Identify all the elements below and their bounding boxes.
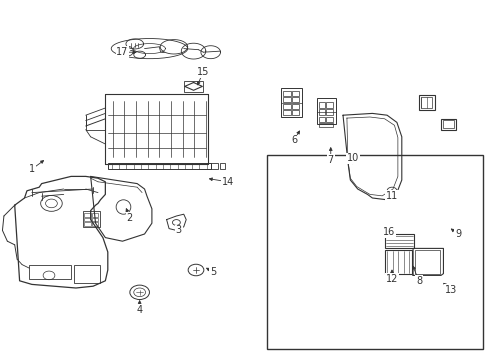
- Bar: [421, 97, 432, 108]
- Bar: [326, 102, 333, 108]
- Bar: [326, 109, 333, 115]
- Bar: [283, 104, 291, 109]
- Text: 9: 9: [455, 229, 461, 239]
- Bar: [326, 117, 333, 122]
- Bar: [29, 265, 71, 279]
- Text: 7: 7: [328, 155, 334, 165]
- Bar: [318, 109, 325, 115]
- Text: 10: 10: [346, 153, 359, 163]
- Bar: [283, 110, 291, 115]
- Bar: [441, 119, 456, 130]
- Bar: [281, 88, 302, 117]
- Bar: [83, 211, 100, 227]
- Text: 11: 11: [386, 191, 398, 201]
- Bar: [267, 155, 483, 349]
- Bar: [92, 222, 98, 226]
- Bar: [318, 123, 333, 127]
- Bar: [292, 110, 299, 115]
- Bar: [84, 222, 91, 226]
- Bar: [92, 213, 98, 217]
- Bar: [92, 218, 98, 221]
- Text: 3: 3: [176, 225, 182, 235]
- Text: 6: 6: [291, 135, 297, 145]
- Text: 1: 1: [29, 164, 35, 174]
- Bar: [318, 102, 325, 108]
- Text: 17: 17: [116, 47, 129, 57]
- Bar: [292, 97, 299, 102]
- Text: 13: 13: [445, 285, 457, 295]
- Text: 4: 4: [137, 305, 143, 315]
- Bar: [292, 104, 299, 109]
- Bar: [84, 213, 91, 217]
- Bar: [385, 234, 414, 248]
- Bar: [385, 250, 412, 274]
- Bar: [283, 97, 291, 102]
- Text: 14: 14: [222, 177, 234, 187]
- Bar: [220, 163, 225, 169]
- Bar: [211, 163, 218, 169]
- Bar: [318, 117, 325, 122]
- Bar: [184, 81, 203, 91]
- Bar: [415, 250, 440, 274]
- Text: 12: 12: [386, 274, 398, 284]
- Bar: [419, 95, 435, 110]
- Bar: [292, 91, 299, 96]
- Bar: [317, 98, 336, 124]
- Bar: [108, 163, 211, 169]
- Bar: [84, 218, 91, 221]
- Text: 15: 15: [197, 67, 210, 77]
- Text: 5: 5: [210, 267, 216, 277]
- Bar: [443, 120, 454, 128]
- Text: 16: 16: [384, 227, 396, 237]
- Text: 8: 8: [416, 276, 422, 286]
- Text: 2: 2: [127, 213, 133, 223]
- Bar: [74, 265, 100, 283]
- Bar: [283, 91, 291, 96]
